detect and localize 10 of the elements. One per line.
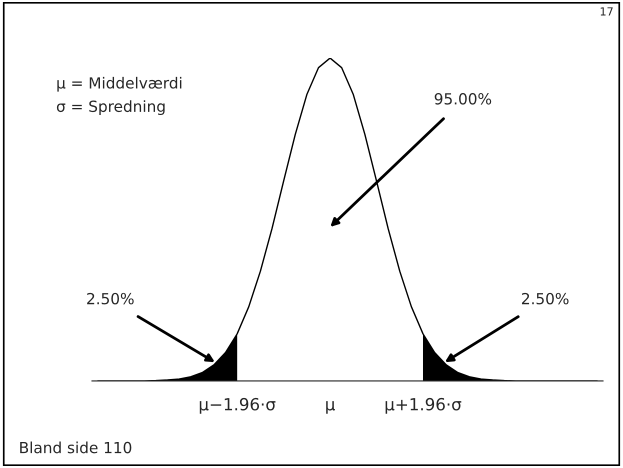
annotation: 2.50% [522,292,569,304]
x-tick-label: μ [326,401,335,414]
annotation: 95.00% [434,93,492,105]
x-tick-label: μ+1.96·σ [386,398,462,414]
annotation: 2.50% [87,292,134,304]
annotation: σ = Spredning [56,100,165,116]
text: Bland side 110 [20,442,132,454]
annotation: μ = Middelværdi [57,76,182,92]
x-tick-label: μ−1.96·σ [200,398,276,414]
text: 17 [600,7,613,16]
